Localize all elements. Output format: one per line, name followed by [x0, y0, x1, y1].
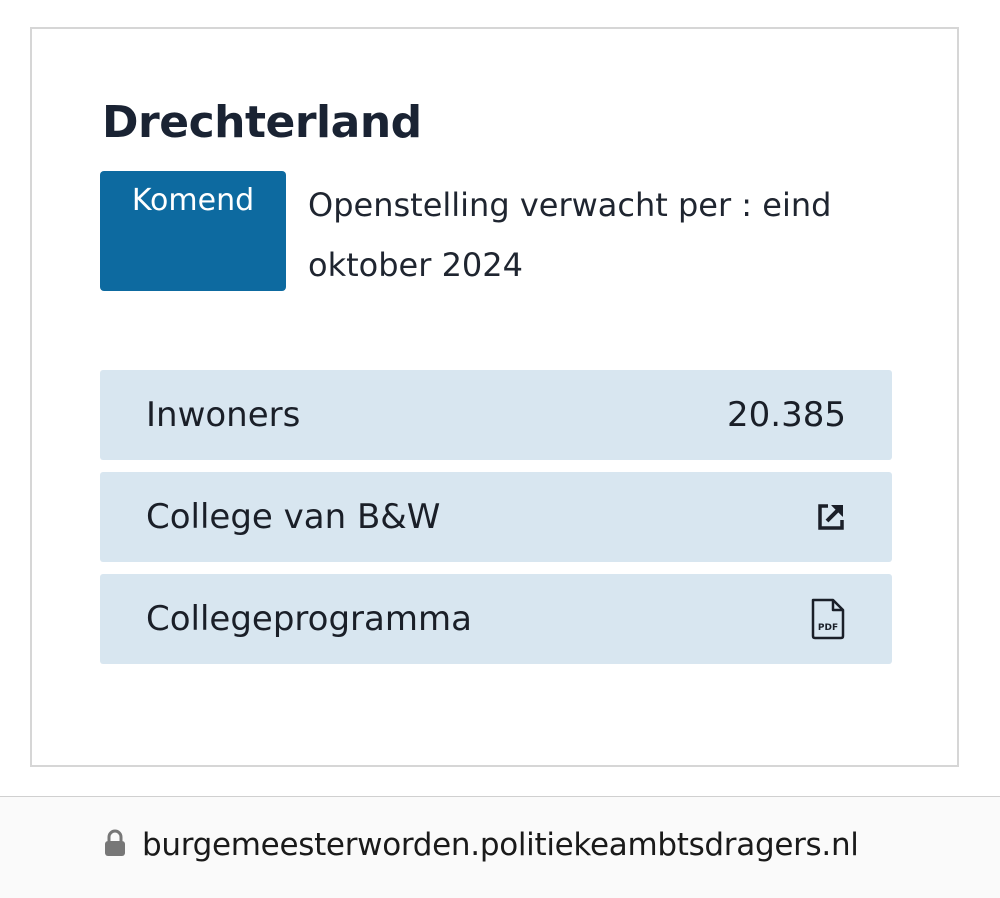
lock-icon [104, 829, 126, 861]
external-link-icon[interactable] [816, 502, 846, 532]
status-text: Openstelling verwacht per : eind oktober… [308, 186, 832, 284]
inhabitants-label: Inwoners [146, 395, 301, 435]
inhabitants-value: 20.385 [727, 395, 846, 435]
status-badge: Komend [100, 171, 286, 291]
url-text: burgemeesterworden.politiekeambtsdragers… [142, 827, 859, 863]
pdf-icon-text: PDF [818, 623, 838, 633]
college-link-label: College van B&W [146, 497, 441, 537]
college-program-row[interactable]: Collegeprogramma PDF [100, 574, 892, 664]
college-link-row[interactable]: College van B&W [100, 472, 892, 562]
browser-address-bar[interactable]: burgemeesterworden.politiekeambtsdragers… [0, 796, 1000, 898]
url-display[interactable]: burgemeesterworden.politiekeambtsdragers… [104, 827, 859, 863]
inhabitants-row: Inwoners 20.385 [100, 370, 892, 460]
pdf-file-icon[interactable]: PDF [810, 597, 846, 641]
college-program-label: Collegeprogramma [146, 599, 472, 639]
municipality-card: Drechterland Komend Openstelling verwach… [30, 27, 959, 767]
municipality-title: Drechterland [102, 97, 422, 148]
